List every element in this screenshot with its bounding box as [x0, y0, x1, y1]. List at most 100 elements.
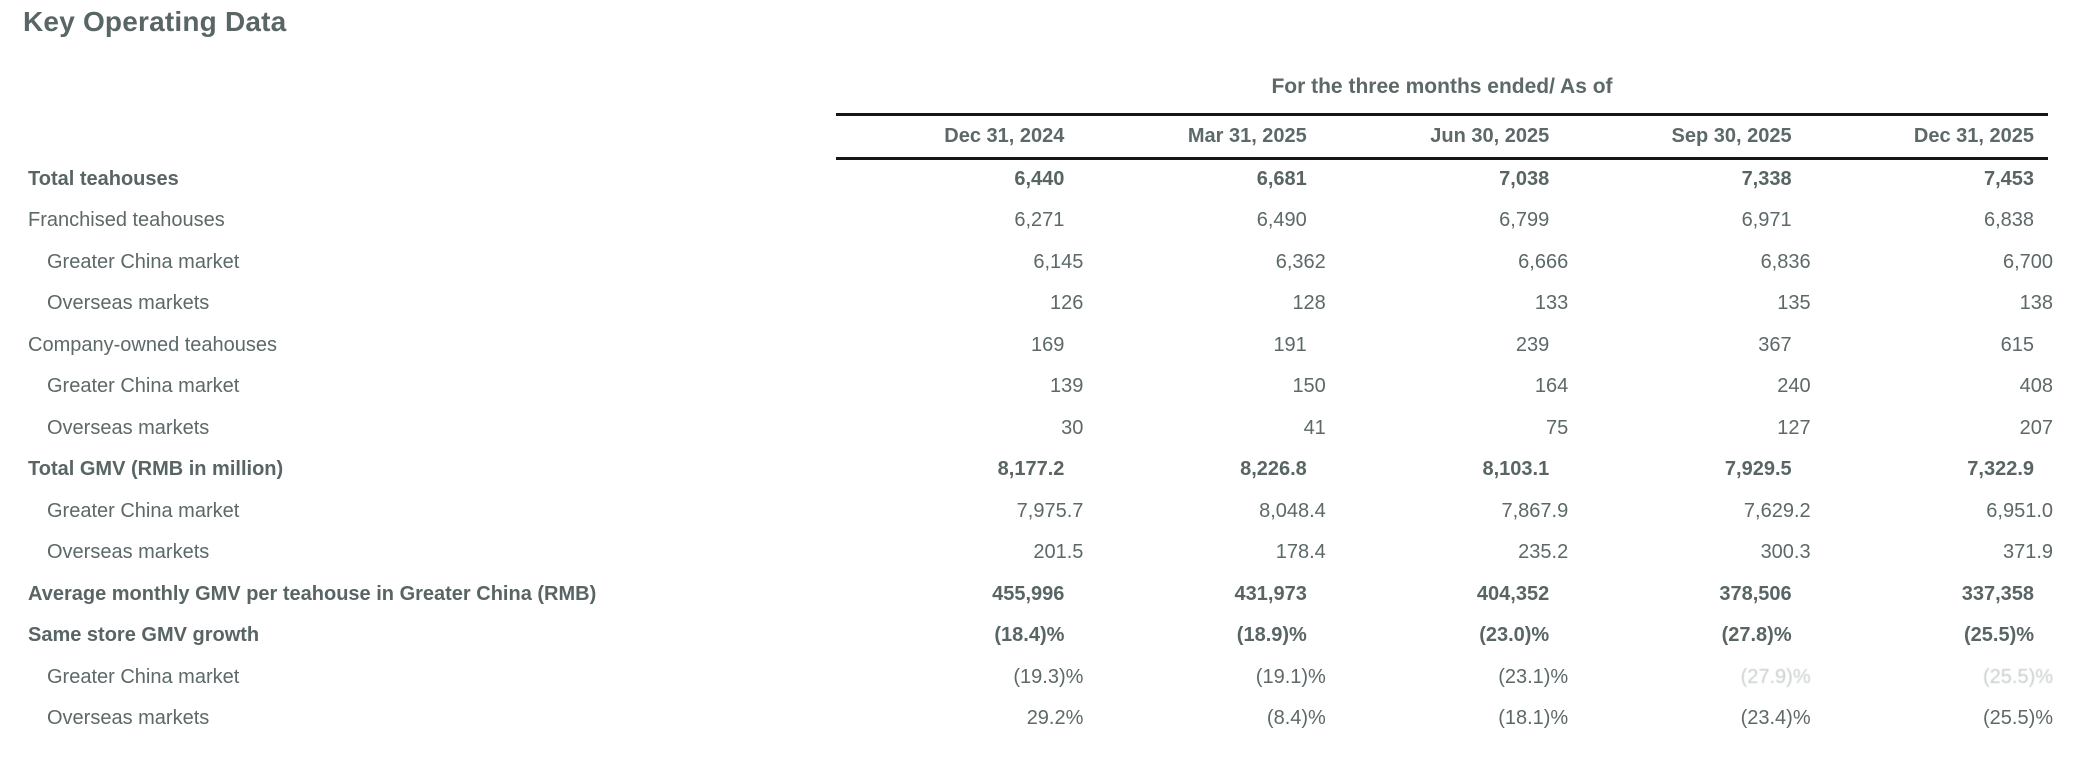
row-label: Greater China market — [47, 250, 240, 273]
cell-value: 75 — [1545, 416, 1569, 439]
cell-value: 7,322.9 — [1967, 458, 2035, 481]
cell-value: 6,145 — [1033, 250, 1084, 273]
cell-value: (18.4)% — [994, 624, 1065, 647]
cell-value: (25.5)% — [1983, 707, 2054, 730]
cell-value: 408 — [2019, 375, 2054, 398]
row-label: Greater China market — [47, 499, 240, 522]
cell-value: 6,836 — [1760, 250, 1811, 273]
cell-value: (25.5)% — [1964, 624, 2035, 647]
row-label: Overseas markets — [47, 416, 210, 439]
row-label: Overseas markets — [47, 541, 210, 564]
table-row: Greater China market 7,975.7 8,048.4 7,8… — [28, 490, 2053, 532]
cell-value: 8,103.1 — [1482, 458, 1550, 481]
cell-value: 127 — [1777, 416, 1811, 439]
cell-value: 235.2 — [1518, 541, 1569, 564]
cell-value: 6,971 — [1741, 209, 1792, 232]
cell-value: 7,867.9 — [1501, 499, 1569, 522]
column-header-jun-30-2025: Jun 30, 2025 — [1430, 124, 1550, 147]
cell-value: 404,352 — [1476, 582, 1550, 605]
page-title: Key Operating Data — [23, 6, 287, 37]
row-values: 8,177.2 8,226.8 8,103.1 7,929.5 7,322.9 — [836, 449, 2048, 491]
cell-value: 239 — [1515, 333, 1550, 356]
cell-value: 6,490 — [1256, 209, 1307, 232]
cell-value: 164 — [1534, 375, 1569, 398]
cell-value: 6,271 — [1014, 209, 1065, 232]
table-row: Same store GMV growth (18.4)% (18.9)% (2… — [28, 615, 2048, 657]
row-label: Total teahouses — [28, 167, 179, 190]
table-row: Total GMV (RMB in million) 8,177.2 8,226… — [28, 449, 2048, 491]
row-values: 169 191 239 367 615 — [836, 324, 2048, 366]
cell-value: 201.5 — [1033, 541, 1084, 564]
cell-value: 6,951.0 — [1986, 499, 2054, 522]
cell-value: 6,440 — [1014, 167, 1065, 190]
row-label: Company-owned teahouses — [28, 333, 278, 356]
table-row: Franchised teahouses 6,271 6,490 6,799 6… — [28, 200, 2048, 242]
cell-value: 6,681 — [1256, 167, 1307, 190]
table-body: Total teahouses 6,440 6,681 7,038 7,338 … — [28, 158, 2053, 740]
cell-value: 138 — [2019, 292, 2054, 315]
cell-value: 240 — [1777, 375, 1811, 398]
row-label: Greater China market — [47, 665, 240, 688]
cell-value: (23.4)% — [1740, 707, 1811, 730]
cell-value: 367 — [1758, 333, 1792, 356]
cell-value: 455,996 — [992, 582, 1065, 605]
column-header-rule: Dec 31, 2024 Mar 31, 2025 Jun 30, 2025 S… — [836, 115, 2048, 160]
row-label: Same store GMV growth — [28, 624, 260, 647]
row-values: 6,271 6,490 6,799 6,971 6,838 — [836, 200, 2048, 242]
row-values: (18.4)% (18.9)% (23.0)% (27.8)% (25.5)% — [836, 615, 2048, 657]
table-row: Greater China market 139 150 164 240 408 — [28, 366, 2053, 408]
cell-value: 7,338 — [1741, 167, 1792, 190]
table-row: Overseas markets 29.2% (8.4)% (18.1)% (2… — [28, 698, 2053, 740]
table-row: Overseas markets 126 128 133 135 138 — [28, 283, 2053, 325]
cell-value: 7,629.2 — [1743, 499, 1811, 522]
cell-value: 8,048.4 — [1259, 499, 1326, 522]
row-values: 29.2% (8.4)% (18.1)% (23.4)% (25.5)% — [855, 698, 2067, 740]
group-header-rule: For the three months ended/ As of — [836, 57, 2048, 116]
cell-value: 7,929.5 — [1724, 458, 1792, 481]
table-row: Greater China market 6,145 6,362 6,666 6… — [28, 241, 2053, 283]
cell-value: 30 — [1061, 416, 1084, 439]
cell-value: 431,973 — [1234, 582, 1307, 605]
cell-value: 6,838 — [1983, 209, 2035, 232]
row-values: 201.5 178.4 235.2 300.3 371.9 — [855, 532, 2067, 574]
cell-value: (23.1)% — [1498, 665, 1569, 688]
row-label: Total GMV (RMB in million) — [28, 458, 284, 481]
cell-value: 133 — [1534, 292, 1569, 315]
table-row: Average monthly GMV per teahouse in Grea… — [28, 573, 2048, 615]
cell-value: 150 — [1292, 375, 1326, 398]
cell-value: (25.5)% — [1983, 665, 2054, 688]
cell-value: 378,506 — [1719, 582, 1792, 605]
cell-value: (19.1)% — [1255, 665, 1326, 688]
cell-value: 126 — [1050, 292, 1084, 315]
row-values: (19.3)% (19.1)% (23.1)% (27.9)% (25.5)% — [855, 656, 2067, 698]
cell-value: 178.4 — [1275, 541, 1326, 564]
key-operating-data-table: For the three months ended/ As of Dec 31… — [28, 60, 2053, 740]
cell-value: 6,666 — [1518, 250, 1569, 273]
table-group-header-row: For the three months ended/ As of — [28, 60, 2048, 116]
cell-value: (18.9)% — [1236, 624, 1307, 647]
cell-value: (19.3)% — [1013, 665, 1084, 688]
cell-value: 7,975.7 — [1016, 499, 1084, 522]
row-label: Greater China market — [47, 375, 240, 398]
cell-value: (18.1)% — [1498, 707, 1569, 730]
row-label: Franchised teahouses — [28, 209, 225, 232]
cell-value: 169 — [1031, 333, 1065, 356]
cell-value: 29.2% — [1026, 707, 1084, 730]
cell-value: 191 — [1273, 333, 1307, 356]
cell-value: 139 — [1050, 375, 1084, 398]
row-values: 139 150 164 240 408 — [855, 366, 2067, 408]
row-values: 30 41 75 127 207 — [855, 407, 2067, 449]
cell-value: 8,226.8 — [1240, 458, 1307, 481]
table-column-header-row: Dec 31, 2024 Mar 31, 2025 Jun 30, 2025 S… — [28, 115, 2048, 160]
cell-value: 337,358 — [1961, 582, 2035, 605]
table-row: Greater China market (19.3)% (19.1)% (23… — [28, 656, 2053, 698]
column-header-sep-30-2025: Sep 30, 2025 — [1671, 124, 1792, 147]
cell-value: (8.4)% — [1266, 707, 1326, 730]
cell-value: 128 — [1292, 292, 1326, 315]
cell-value: 300.3 — [1760, 541, 1811, 564]
cell-value: (27.8)% — [1721, 624, 1792, 647]
cell-value: 6,799 — [1499, 209, 1550, 232]
cell-value: 6,362 — [1275, 250, 1326, 273]
cell-value: 615 — [2000, 333, 2035, 356]
